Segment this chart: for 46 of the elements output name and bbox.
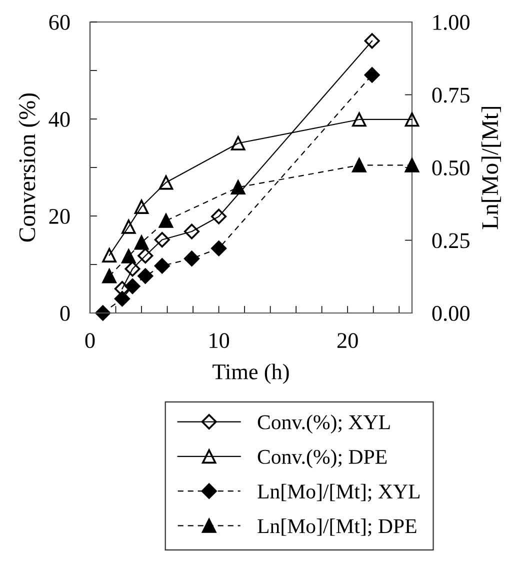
- legend-label: Ln[Mo]/[Mt]; DPE: [258, 518, 416, 536]
- y-tick-label: 0: [60, 306, 70, 321]
- point: [352, 158, 366, 172]
- x-axis-title: Time (h): [212, 364, 289, 384]
- y2-tick-label: 0.00: [432, 306, 470, 322]
- point: [352, 112, 366, 127]
- point: [154, 258, 170, 274]
- point: [211, 208, 227, 224]
- point: [158, 214, 174, 228]
- legend-label: Conv.(%); DPE: [258, 449, 387, 468]
- point: [364, 67, 380, 83]
- point: [158, 175, 174, 190]
- y2-tick-label: 0.75: [432, 88, 470, 103]
- point: [114, 290, 130, 307]
- legend-label: Conv.(%); XYL: [258, 414, 390, 434]
- point: [138, 248, 154, 264]
- point: [124, 261, 140, 277]
- y-tick-label: 40: [48, 112, 70, 127]
- x-tick-label: 0: [85, 333, 95, 348]
- point: [121, 249, 136, 264]
- point: [134, 200, 149, 214]
- point: [184, 250, 200, 266]
- point: [95, 305, 111, 321]
- point: [121, 220, 136, 234]
- point: [230, 180, 246, 194]
- point: [404, 158, 420, 172]
- y-axis-title: Conversion (%): [18, 93, 40, 242]
- point: [364, 33, 380, 49]
- y2-tick-label: 1.00: [433, 14, 470, 30]
- point: [211, 240, 227, 256]
- point: [102, 268, 116, 284]
- point: [134, 235, 149, 250]
- point: [154, 232, 170, 248]
- y-tick-label: 20: [49, 208, 70, 224]
- y2-tick-label: 0.50: [432, 160, 470, 176]
- point: [138, 268, 154, 284]
- point: [184, 224, 200, 240]
- y2-axis-title: Ln[Mo]/[Mt]: [481, 106, 501, 230]
- x-tick-label: 10: [210, 333, 230, 348]
- y-tick-label: 60: [49, 14, 70, 30]
- x-tick-label: 20: [337, 333, 358, 348]
- y2-tick-label: 0.25: [432, 233, 470, 248]
- point: [230, 136, 246, 150]
- legend-label: Ln[Mo]/[Mt]; XYL: [258, 484, 420, 502]
- point: [404, 112, 420, 127]
- point: [102, 248, 116, 262]
